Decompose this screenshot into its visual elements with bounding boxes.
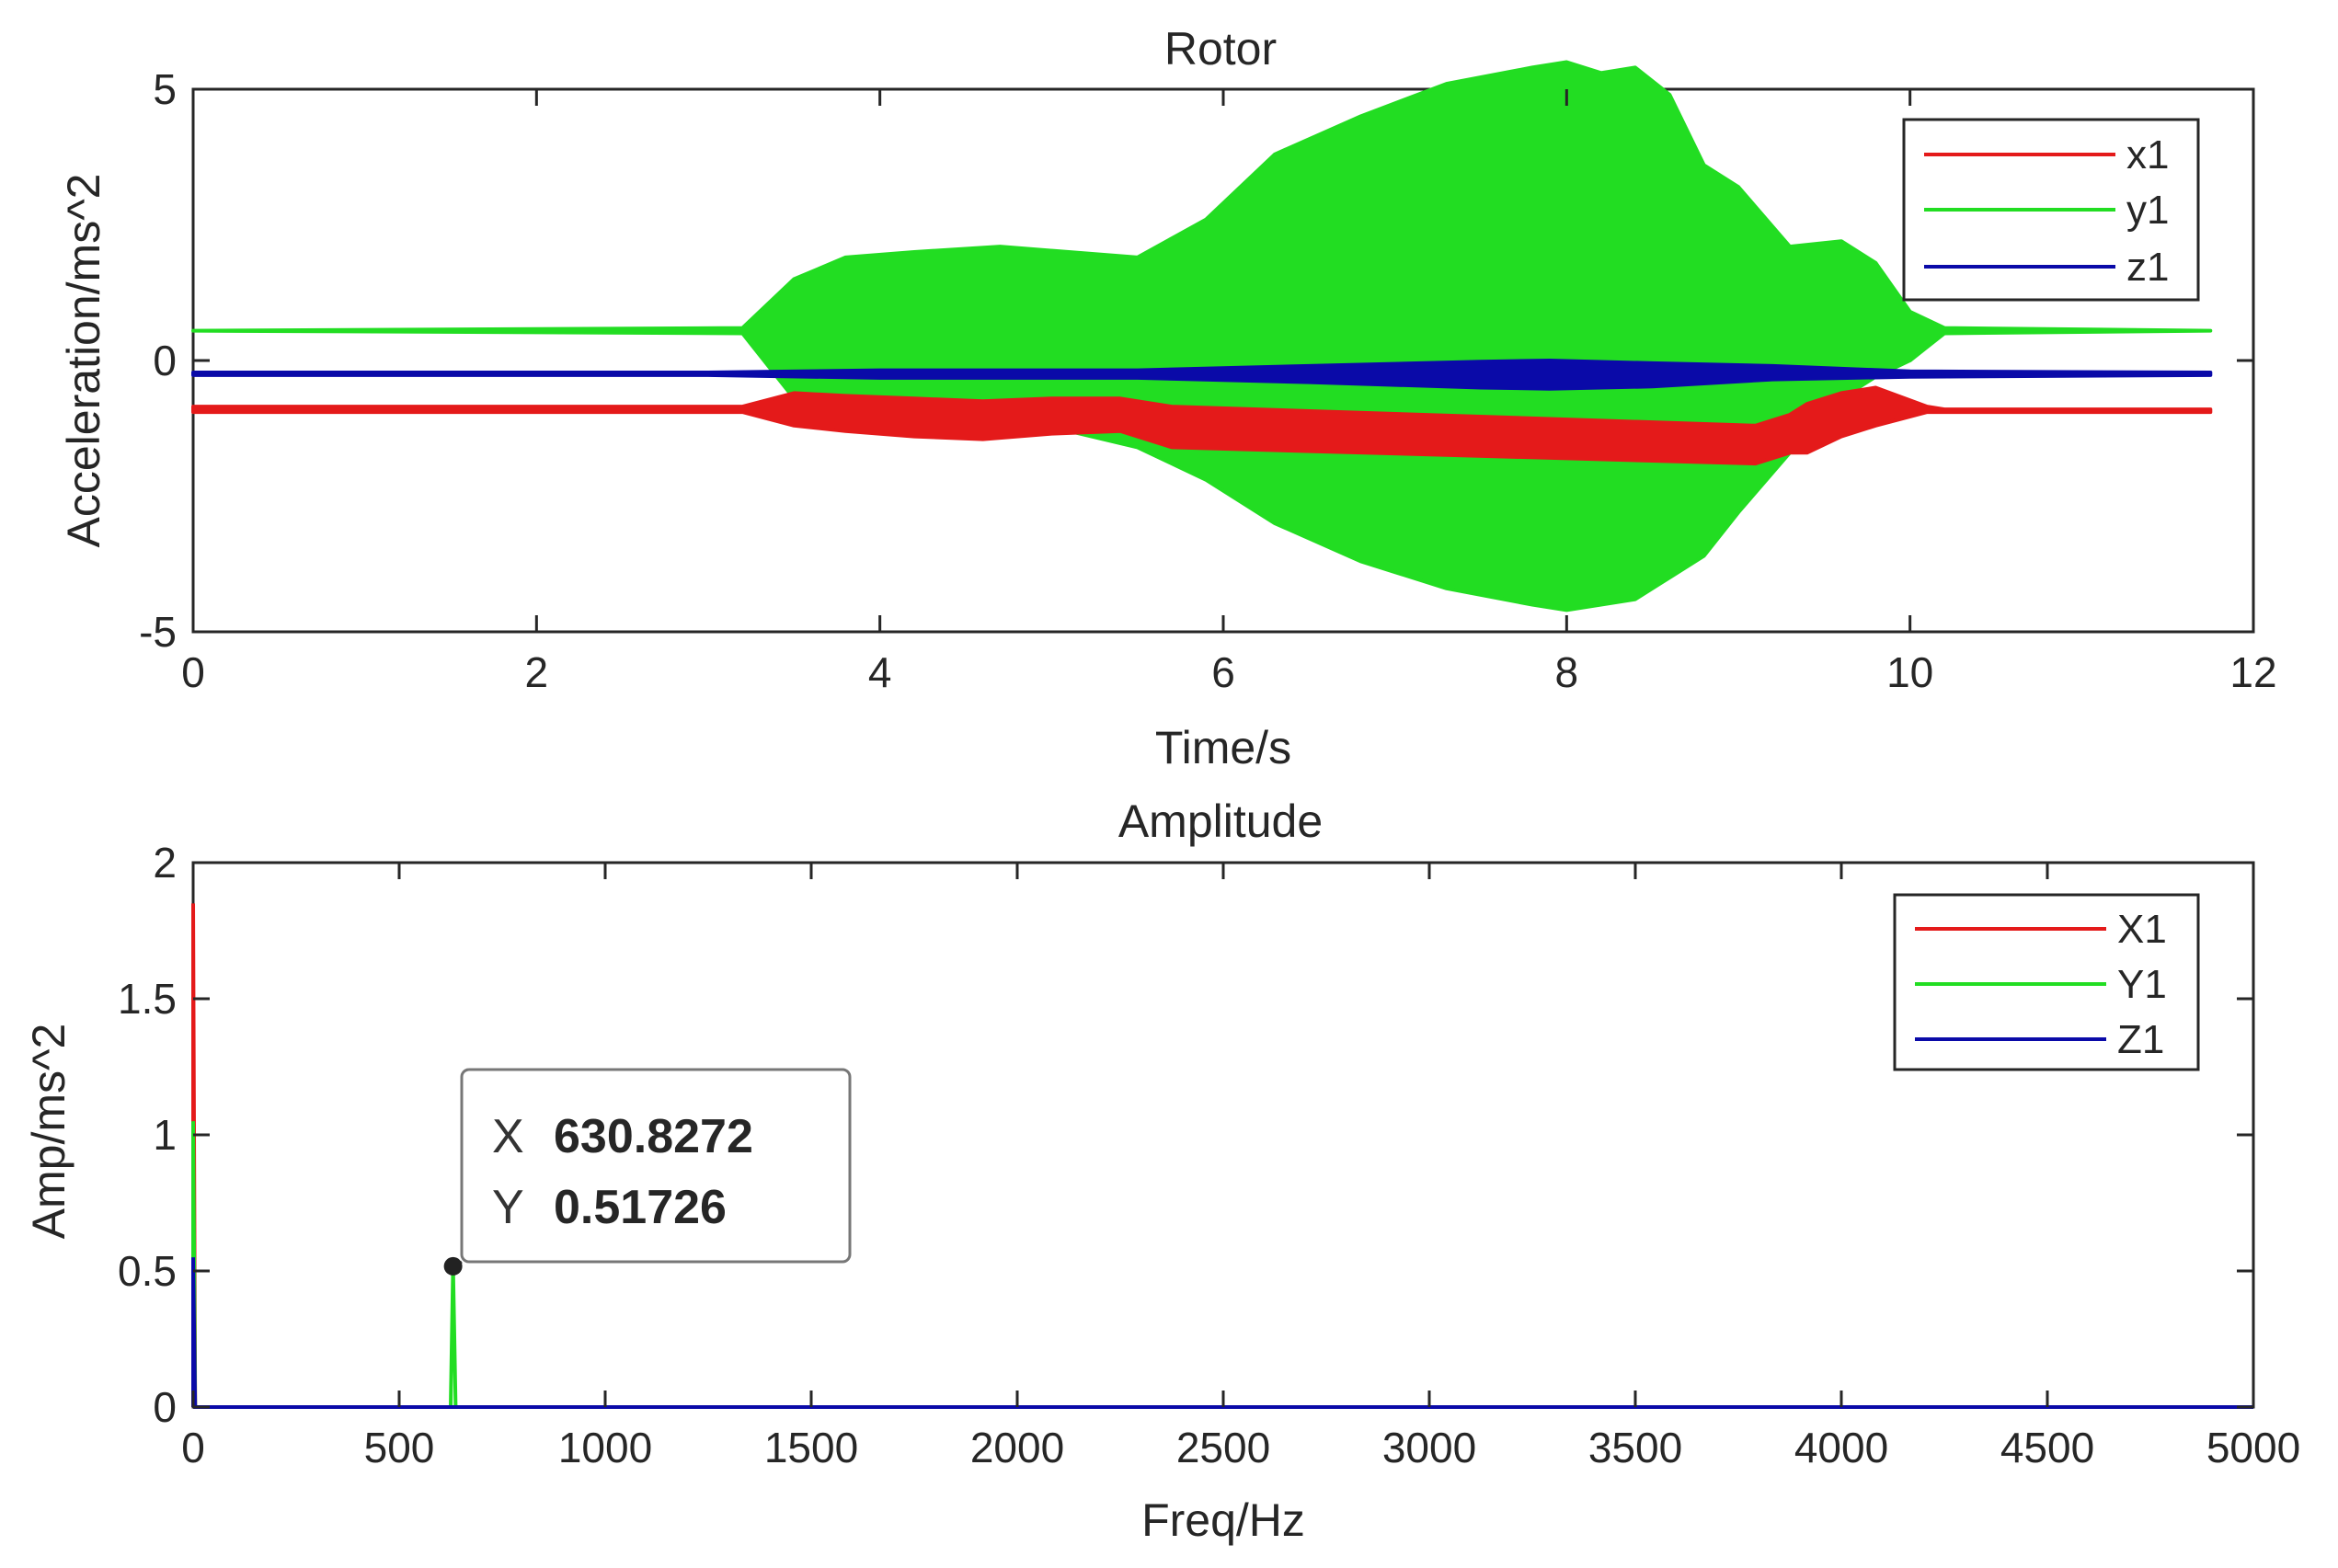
rotor-panel: Rotor 0 2 4 6 8 10 12-505 Time/s Acceleration/… xyxy=(58,23,2277,773)
rotor-ticks: 0 2 4 6 8 10 12-505 xyxy=(139,65,2276,696)
series-y1 xyxy=(191,60,2213,612)
x-tick-label: 1000 xyxy=(558,1424,652,1471)
x-tick-label: 4 xyxy=(868,648,892,696)
x-tick-label: 0 xyxy=(181,648,205,696)
legend-label-z1: z1 xyxy=(2126,245,2169,290)
y-tick-label: 1.5 xyxy=(118,975,177,1023)
series-z1 xyxy=(191,359,2213,391)
x-tick-label: 4000 xyxy=(1794,1424,1888,1471)
x-tick-label: 2500 xyxy=(1176,1424,1270,1471)
x-tick-label: 500 xyxy=(364,1424,435,1471)
amplitude-panel: Amplitude 0 500 1000 1500 2000 2500 3000 3500 40… xyxy=(23,795,2300,1546)
series-x1 xyxy=(191,385,2213,466)
datatip-y-value: 0.51726 xyxy=(554,1181,727,1234)
amplitude-xlabel: Freq/Hz xyxy=(1141,1494,1305,1546)
x-tick-label: 6 xyxy=(1211,648,1235,696)
legend-label-Z1: Z1 xyxy=(2117,1017,2164,1062)
x-tick-label: 12 xyxy=(2229,648,2276,696)
datatip-x-key: X xyxy=(492,1110,524,1163)
y-tick-label: 1 xyxy=(153,1111,177,1159)
y-tick-label: 0 xyxy=(153,337,177,384)
rotor-xlabel: Time/s xyxy=(1155,722,1291,773)
x-tick-label: 0 xyxy=(181,1424,205,1471)
x-tick-label: 10 xyxy=(1886,648,1933,696)
x-tick-label: 3000 xyxy=(1382,1424,1476,1471)
y-tick-label: 0 xyxy=(153,1383,177,1431)
datatip-x-value: 630.8272 xyxy=(554,1110,753,1163)
rotor-legend[interactable]: x1 y1 z1 xyxy=(1902,118,2200,302)
x-tick-label: 4500 xyxy=(2000,1424,2094,1471)
datatip-marker xyxy=(443,1256,463,1276)
rotor-title: Rotor xyxy=(1164,23,1277,74)
datatip-y-key: Y xyxy=(492,1181,524,1234)
x-tick-label: 3500 xyxy=(1588,1424,1682,1471)
rotor-plot-area xyxy=(191,60,2213,612)
y-tick-label: 2 xyxy=(153,839,177,887)
x-tick-label: 5000 xyxy=(2206,1424,2300,1471)
rotor-ylabel: Acceleration/ms^2 xyxy=(58,174,109,548)
datatip-box xyxy=(460,1068,852,1264)
legend-label-y1: y1 xyxy=(2126,188,2169,233)
legend-label-Y1: Y1 xyxy=(2117,962,2167,1007)
amplitude-ylabel: Amp/ms^2 xyxy=(23,1024,74,1240)
x-tick-label: 2000 xyxy=(970,1424,1064,1471)
datatip[interactable]: X 630.8272 Y 0.51726 xyxy=(443,1068,852,1276)
x-tick-label: 1500 xyxy=(764,1424,858,1471)
y-tick-label: -5 xyxy=(139,608,177,656)
legend-label-x1: x1 xyxy=(2126,132,2169,177)
legend-label-X1: X1 xyxy=(2117,907,2167,952)
y-tick-label: 0.5 xyxy=(118,1247,177,1295)
y-tick-label: 5 xyxy=(153,65,177,113)
x-tick-label: 2 xyxy=(525,648,549,696)
x-tick-label: 8 xyxy=(1555,648,1579,696)
amplitude-ticks: 0 500 1000 1500 2000 2500 3000 3500 4000 4500 5000… xyxy=(118,839,2300,1471)
amplitude-title: Amplitude xyxy=(1118,795,1323,847)
amplitude-legend[interactable]: X1 Y1 Z1 xyxy=(1893,893,2200,1071)
